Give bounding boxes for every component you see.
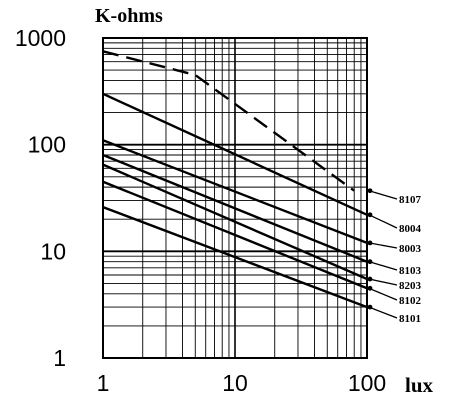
label-arrowhead-8102 [367,285,373,291]
label-arrowhead-8004 [367,212,373,218]
series-label-8004: 8004 [399,223,422,235]
series-line-8003 [102,139,368,245]
tick-labels: 1 10 100 1 10 100 1000 [15,25,386,396]
label-arrowhead-8203 [367,276,373,282]
series-line-8203 [102,163,368,281]
grid [102,37,368,359]
label-arrowhead-8101 [367,304,373,310]
label-arrowhead-8103 [367,259,373,265]
x-axis-label: lux [405,373,434,397]
label-leader-8102 [368,287,398,301]
x-tick-label: 100 [348,370,386,396]
label-leader-8103 [368,261,398,271]
series-label-8107: 8107 [399,194,422,206]
label-arrowhead-8107 [367,188,373,194]
series-labels: 8107 8004 8003 8103 8203 8102 8101 [367,188,422,325]
series-line-8103 [102,153,368,263]
series-label-8101: 8101 [399,313,421,325]
y-tick-label: 1 [53,345,66,371]
label-arrowhead-8003 [367,240,373,246]
series-line-8102 [102,180,368,290]
series-line-8004 [102,92,368,216]
x-tick-label: 10 [222,370,248,396]
y-tick-label: 100 [28,132,66,158]
x-tick-label: 1 [97,370,110,396]
label-leader-8004 [368,214,398,229]
series-label-8203: 8203 [399,280,422,292]
label-leader-8003 [368,242,398,249]
label-leader-8203 [368,278,398,286]
series-label-8102: 8102 [399,295,422,307]
y-axis-label: K-ohms [95,5,163,27]
series-label-8103: 8103 [399,265,422,277]
y-tick-label: 10 [40,238,66,264]
series-line-8101 [102,205,368,309]
series-lines [102,50,368,309]
label-leader-8107 [368,190,398,200]
y-tick-label: 1000 [15,25,66,51]
label-leader-8101 [368,306,398,319]
series-line-8107 [102,50,355,192]
series-label-8003: 8003 [399,243,422,255]
